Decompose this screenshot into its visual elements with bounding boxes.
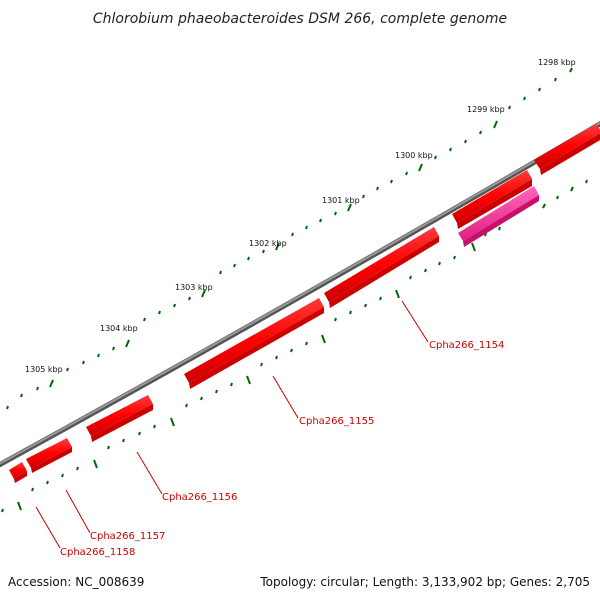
gene-arrow-cpha266-1154[interactable] (458, 186, 539, 247)
gene-arrow-cpha266-1158[interactable] (9, 462, 27, 483)
gene-arrow-cpha266-1156[interactable] (86, 395, 153, 442)
tick-label-1304: 1304 kbp (100, 324, 138, 333)
gene-label-cpha266-1158[interactable]: Cpha266_1158 (60, 547, 135, 558)
gene-arrow-1300[interactable] (452, 170, 532, 229)
tick-label-1303: 1303 kbp (175, 283, 213, 292)
gene-label-cpha266-1154[interactable]: Cpha266_1154 (429, 340, 504, 351)
label-leader-lines (35, 300, 429, 549)
map-title: Chlorobium phaeobacteroides DSM 266, com… (93, 11, 507, 27)
tick-label-1298: 1298 kbp (538, 58, 576, 67)
gene-features (9, 124, 600, 483)
genome-summary-text: Topology: circular; Length: 3,133,902 bp… (259, 575, 590, 589)
tick-label-1299: 1299 kbp (467, 105, 505, 114)
gene-arrow-top-right[interactable] (534, 124, 600, 175)
gene-arrow-cpha266-1155[interactable] (184, 298, 324, 389)
gene-arrow-cpha266-1157[interactable] (26, 438, 72, 473)
inner-tick-ring (1, 179, 588, 513)
outer-tick-ring (6, 67, 573, 410)
gene-label-cpha266-1157[interactable]: Cpha266_1157 (90, 531, 165, 542)
tick-label-1305: 1305 kbp (25, 365, 63, 374)
tick-label-1302: 1302 kbp (249, 239, 287, 248)
gene-label-cpha266-1155[interactable]: Cpha266_1155 (299, 416, 374, 427)
gene-arrow-1301[interactable] (324, 227, 439, 308)
tick-label-1300: 1300 kbp (395, 151, 433, 160)
gene-label-cpha266-1156[interactable]: Cpha266_1156 (162, 492, 237, 503)
accession-text: Accession: NC_008639 (8, 575, 144, 589)
tick-label-1301: 1301 kbp (322, 196, 360, 205)
